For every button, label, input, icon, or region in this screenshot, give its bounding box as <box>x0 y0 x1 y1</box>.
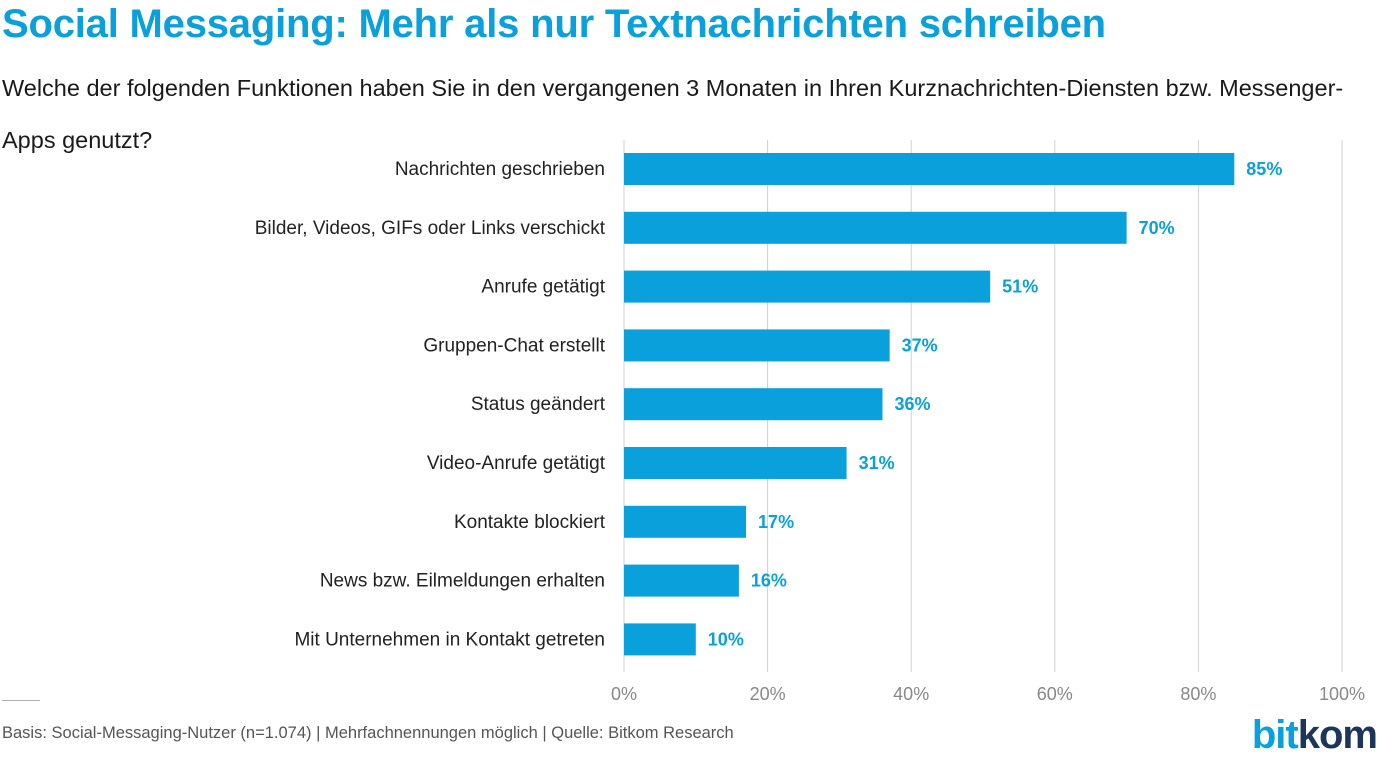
chart-subtitle: Welche der folgenden Funktionen haben Si… <box>2 75 1344 153</box>
bar <box>624 153 1235 185</box>
bar <box>624 564 739 597</box>
x-tick-label: 40% <box>893 684 929 704</box>
footer-divider <box>2 700 40 701</box>
x-tick-label: 20% <box>750 684 786 704</box>
value-label: 16% <box>751 571 787 591</box>
bitkom-logo: bitkom <box>1251 713 1378 757</box>
category-label: News bzw. Eilmeldungen erhalten <box>320 571 605 592</box>
labels: 0% 20% 40% 60% 80% 100% Nachrichten geschriebe… <box>255 159 1365 704</box>
source-note: Basis: Social-Messaging-Nutzer (n=1.074)… <box>2 724 734 742</box>
category-label: Status geändert <box>471 394 606 415</box>
value-label: 36% <box>894 394 930 414</box>
bar <box>624 447 847 479</box>
value-label: 85% <box>1246 159 1282 179</box>
bar <box>624 388 883 421</box>
bars <box>624 153 1235 656</box>
bar <box>624 329 890 362</box>
value-label: 51% <box>1002 277 1038 297</box>
value-label: 70% <box>1139 218 1175 238</box>
category-label: Anrufe getätigt <box>481 277 605 298</box>
category-label: Mit Unternehmen in Kontakt getreten <box>294 629 605 650</box>
bar <box>624 211 1127 244</box>
chart-title: Social Messaging: Mehr als nur Textnachr… <box>2 2 1106 46</box>
bar <box>624 505 747 538</box>
category-label: Kontakte blockiert <box>454 512 606 533</box>
category-label: Bilder, Videos, GIFs oder Links verschic… <box>255 218 606 239</box>
bar <box>624 270 991 303</box>
x-tick-label: 60% <box>1037 684 1073 704</box>
category-label: Nachrichten geschrieben <box>395 159 605 180</box>
category-label: Gruppen-Chat erstellt <box>423 335 605 356</box>
value-label: 31% <box>859 453 895 473</box>
value-label: 10% <box>708 629 744 649</box>
value-label: 17% <box>758 512 794 532</box>
x-tick-label: 0% <box>611 684 637 704</box>
value-label: 37% <box>902 335 938 355</box>
x-tick-label: 80% <box>1180 684 1216 704</box>
category-label: Video-Anrufe getätigt <box>427 453 606 474</box>
bar <box>624 623 696 656</box>
x-tick-label: 100% <box>1319 684 1365 704</box>
